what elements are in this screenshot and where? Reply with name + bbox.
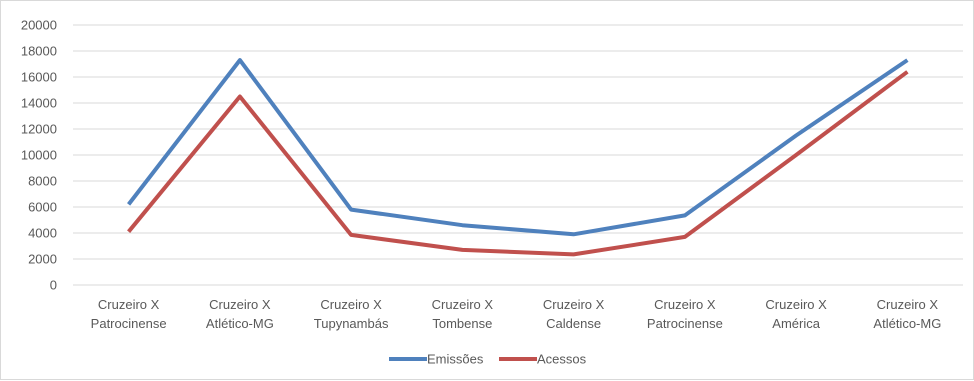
gridlines: [73, 25, 963, 285]
y-tick-label: 20000: [21, 18, 57, 33]
series-line-1: [129, 60, 908, 234]
y-axis: 0 2000 4000 6000 8000 10000 12000 14000 16000 180…: [21, 18, 57, 293]
series-lines: [129, 60, 908, 255]
legend-item: Emissões: [389, 352, 484, 367]
y-tick-label: 6000: [28, 200, 57, 215]
series-line-2: [129, 72, 908, 255]
y-tick-label: 12000: [21, 122, 57, 137]
y-tick-label: 0: [50, 278, 57, 293]
legend-label: Emissões: [427, 352, 484, 367]
y-tick-label: 16000: [21, 70, 57, 85]
legend-item: Acessos: [499, 352, 587, 367]
y-tick-label: 14000: [21, 96, 57, 111]
y-tick-label: 8000: [28, 174, 57, 189]
y-tick-label: 10000: [21, 148, 57, 163]
legend: Emissões Acessos: [389, 352, 587, 367]
y-tick-label: 18000: [21, 44, 57, 59]
legend-label: Acessos: [537, 352, 587, 367]
y-tick-label: 2000: [28, 252, 57, 267]
y-tick-label: 4000: [28, 226, 57, 241]
